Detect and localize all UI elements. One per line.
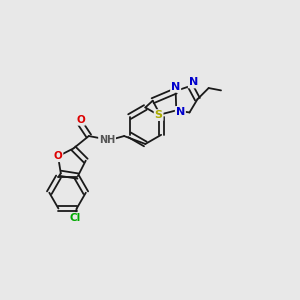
Text: O: O (54, 151, 62, 161)
Text: N: N (171, 82, 180, 92)
Text: O: O (76, 115, 85, 125)
Text: N: N (176, 107, 185, 117)
Text: NH: NH (99, 135, 115, 145)
Text: N: N (189, 77, 198, 87)
Text: Cl: Cl (70, 213, 81, 223)
Text: S: S (154, 110, 163, 120)
